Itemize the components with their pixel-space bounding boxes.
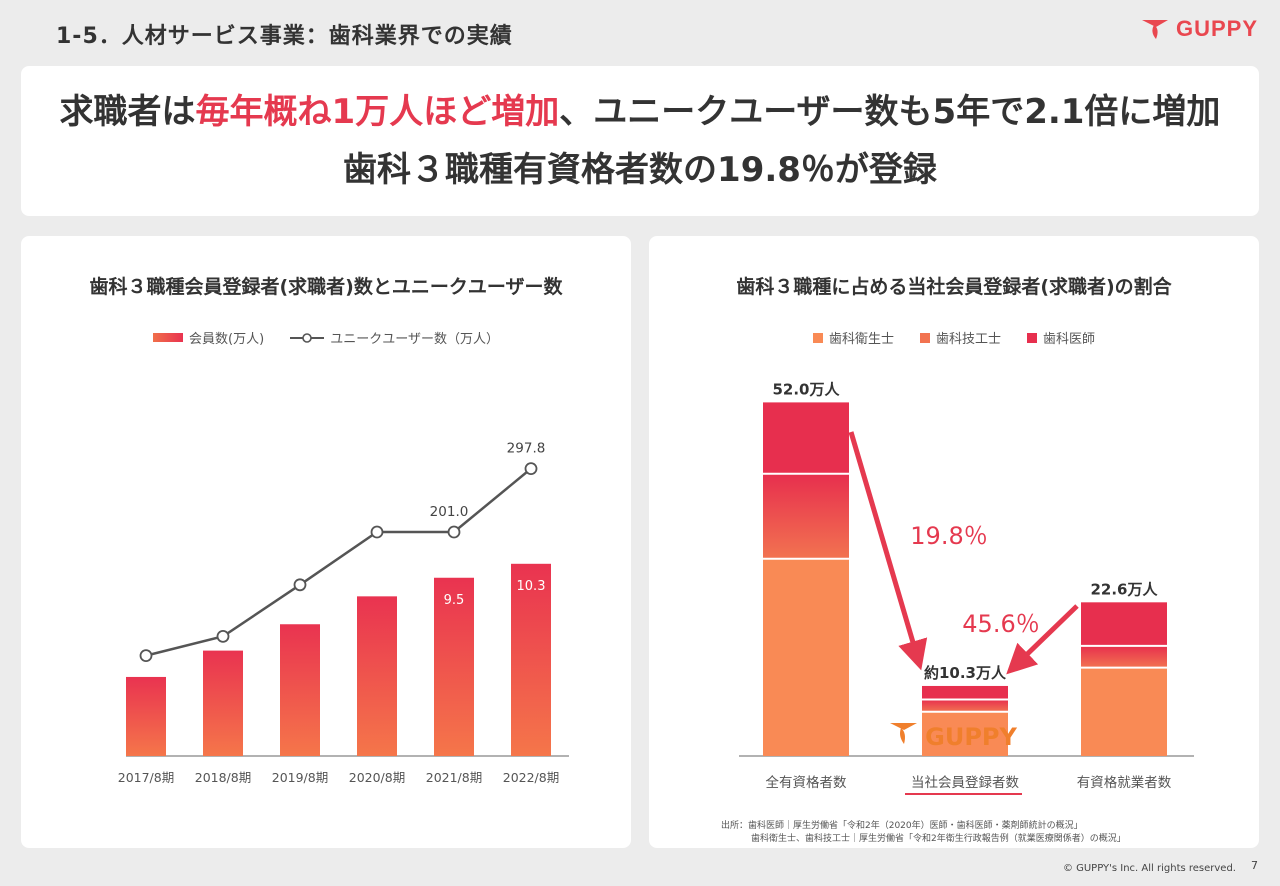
ratio-annotation: 19.8％ <box>910 522 987 550</box>
brand-logo: GUPPY <box>1140 16 1258 42</box>
legend-dentist-label: 歯科医師 <box>1043 332 1096 347</box>
member-bar <box>203 650 243 756</box>
source-note: 出所：歯科医師｜厚生労働省「令和2年（2020年）医師・歯科医師・薬剤師統計の概… <box>721 820 1126 846</box>
legend-item-dentist: 歯科医師 <box>1027 328 1095 347</box>
unique-users-line <box>145 467 532 657</box>
arrow-45-6 <box>1006 604 1079 675</box>
member-bar <box>434 577 474 756</box>
headline-panel: 求職者は毎年概ね1万人ほど増加、ユニークユーザー数も5年で2.1倍に増加 歯科３… <box>21 66 1259 216</box>
left-chart-title: 歯科３職種会員登録者(求職者)数とユニークユーザー数 <box>89 276 563 298</box>
legend-item-technician: 歯科技工士 <box>919 328 1001 347</box>
brand-name: GUPPY <box>1175 16 1258 41</box>
x-tick-label: 当社会員登録者数 <box>911 775 1019 791</box>
legend-hygienist-swatch <box>812 332 823 343</box>
legend-item-hygienist: 歯科衛生士 <box>812 328 894 347</box>
source-line-1: 出所：歯科医師｜厚生労働省「令和2年（2020年）医師・歯科医師・薬剤師統計の概… <box>721 821 1083 831</box>
legend-item-unique-users: ユニークユーザー数（万人） <box>290 328 499 347</box>
legend-item-members: 会員数(万人) <box>153 328 264 347</box>
member-bar <box>126 676 166 756</box>
x-tick-label: 2017/8期 <box>118 770 174 785</box>
technician-segment <box>763 473 849 559</box>
dentist-segment <box>763 402 849 474</box>
guppy-fish-tail <box>900 728 905 744</box>
technician-segment <box>922 699 1008 712</box>
x-tick-label: 全有資格者数 <box>766 774 847 791</box>
headline-line1-post: 、ユニークユーザー数も5年で2.1倍に増加 <box>559 92 1221 132</box>
bar-total-label: 約10.3万人 <box>924 664 1007 682</box>
headline-line1-highlight: 毎年概ね1万人ほど増加 <box>195 92 560 132</box>
member-bar-label: 10.3 <box>517 579 546 594</box>
guppy-fish-icon <box>890 723 917 730</box>
x-tick-label: 2019/8期 <box>272 770 328 785</box>
unique-users-point <box>447 525 461 539</box>
guppy-fish-icon <box>1141 20 1168 39</box>
technician-segment <box>1081 645 1167 668</box>
right-chart-title: 歯科３職種に占める当社会員登録者(求職者)の割合 <box>736 276 1172 298</box>
guppy-logo-text: GUPPY <box>925 723 1017 751</box>
copyright: © GUPPY's Inc. All rights reserved. <box>1062 863 1236 874</box>
guppy-logo-overlay: GUPPY <box>890 723 1017 751</box>
right-chart-card: 歯科３職種に占める当社会員登録者(求職者)の割合 歯科衛生士 歯科技工士 歯科医… <box>649 236 1259 848</box>
page-number: 7 <box>1251 859 1258 872</box>
legend-technician-swatch <box>919 332 930 343</box>
left-chart-legend: 会員数(万人) ユニークユーザー数（万人） <box>21 328 631 347</box>
dentist-segment <box>922 685 1008 700</box>
unique-users-label: 297.8 <box>507 441 546 457</box>
unique-users-point <box>139 649 153 663</box>
left-chart-card: 歯科３職種会員登録者(求職者)数とユニークユーザー数 会員数(万人) ユニークユ… <box>21 236 631 848</box>
hygienist-segment <box>922 711 1008 756</box>
hygienist-segment <box>1081 667 1167 756</box>
unique-users-point <box>293 578 307 592</box>
member-bar <box>357 596 397 756</box>
unique-users-point <box>216 629 230 643</box>
legend-members-label: 会員数(万人) <box>189 332 265 347</box>
unique-users-label: 201.0 <box>430 504 469 520</box>
x-tick-label: 2022/8期 <box>503 770 559 785</box>
legend-dentist-swatch <box>1027 332 1037 343</box>
x-tick-label: 2018/8期 <box>195 770 251 785</box>
dentist-segment <box>1081 602 1167 646</box>
source-line-2: 歯科衛生士、歯科技工士｜厚生労働省「令和2年衛生行政報告例（就業医療関係者）の概… <box>751 834 1126 844</box>
legend-line-swatch <box>290 332 325 343</box>
unique-users-point <box>524 462 538 476</box>
legend-bar-swatch <box>153 333 184 342</box>
member-bar-label: 9.5 <box>444 593 465 608</box>
legend-technician-label: 歯科技工士 <box>935 332 1001 347</box>
legend-unique-users-label: ユニークユーザー数（万人） <box>330 332 499 347</box>
headline-line1-pre: 求職者は <box>59 92 196 132</box>
headline-line1: 求職者は毎年概ね1万人ほど増加、ユニークユーザー数も5年で2.1倍に増加 <box>21 90 1259 134</box>
right-chart-legend: 歯科衛生士 歯科技工士 歯科医師 <box>649 328 1259 347</box>
hygienist-segment <box>763 558 849 756</box>
x-tick-label: 2021/8期 <box>426 770 482 785</box>
member-bar <box>280 624 320 756</box>
unique-users-point <box>370 525 384 539</box>
section-title: 1-5．人材サービス事業：歯科業界での実績 <box>56 24 513 49</box>
legend-hygienist-label: 歯科衛生士 <box>828 332 894 347</box>
headline-line2: 歯科３職種有資格者数の19.8％が登録 <box>343 150 937 190</box>
members-chart-plot: 2017/8期 2018/8期 2019/8期 2020/8期 9.5 2021/8期 10… <box>118 441 569 785</box>
bar-total-label: 22.6万人 <box>1090 580 1158 598</box>
arrow-19-8 <box>848 431 928 671</box>
bar-total-label: 52.0万人 <box>772 380 840 398</box>
member-bar <box>511 563 551 756</box>
x-tick-label: 有資格就業者数 <box>1077 775 1172 791</box>
x-tick-label: 2020/8期 <box>349 770 405 785</box>
ratio-annotation: 45.6％ <box>962 610 1039 638</box>
